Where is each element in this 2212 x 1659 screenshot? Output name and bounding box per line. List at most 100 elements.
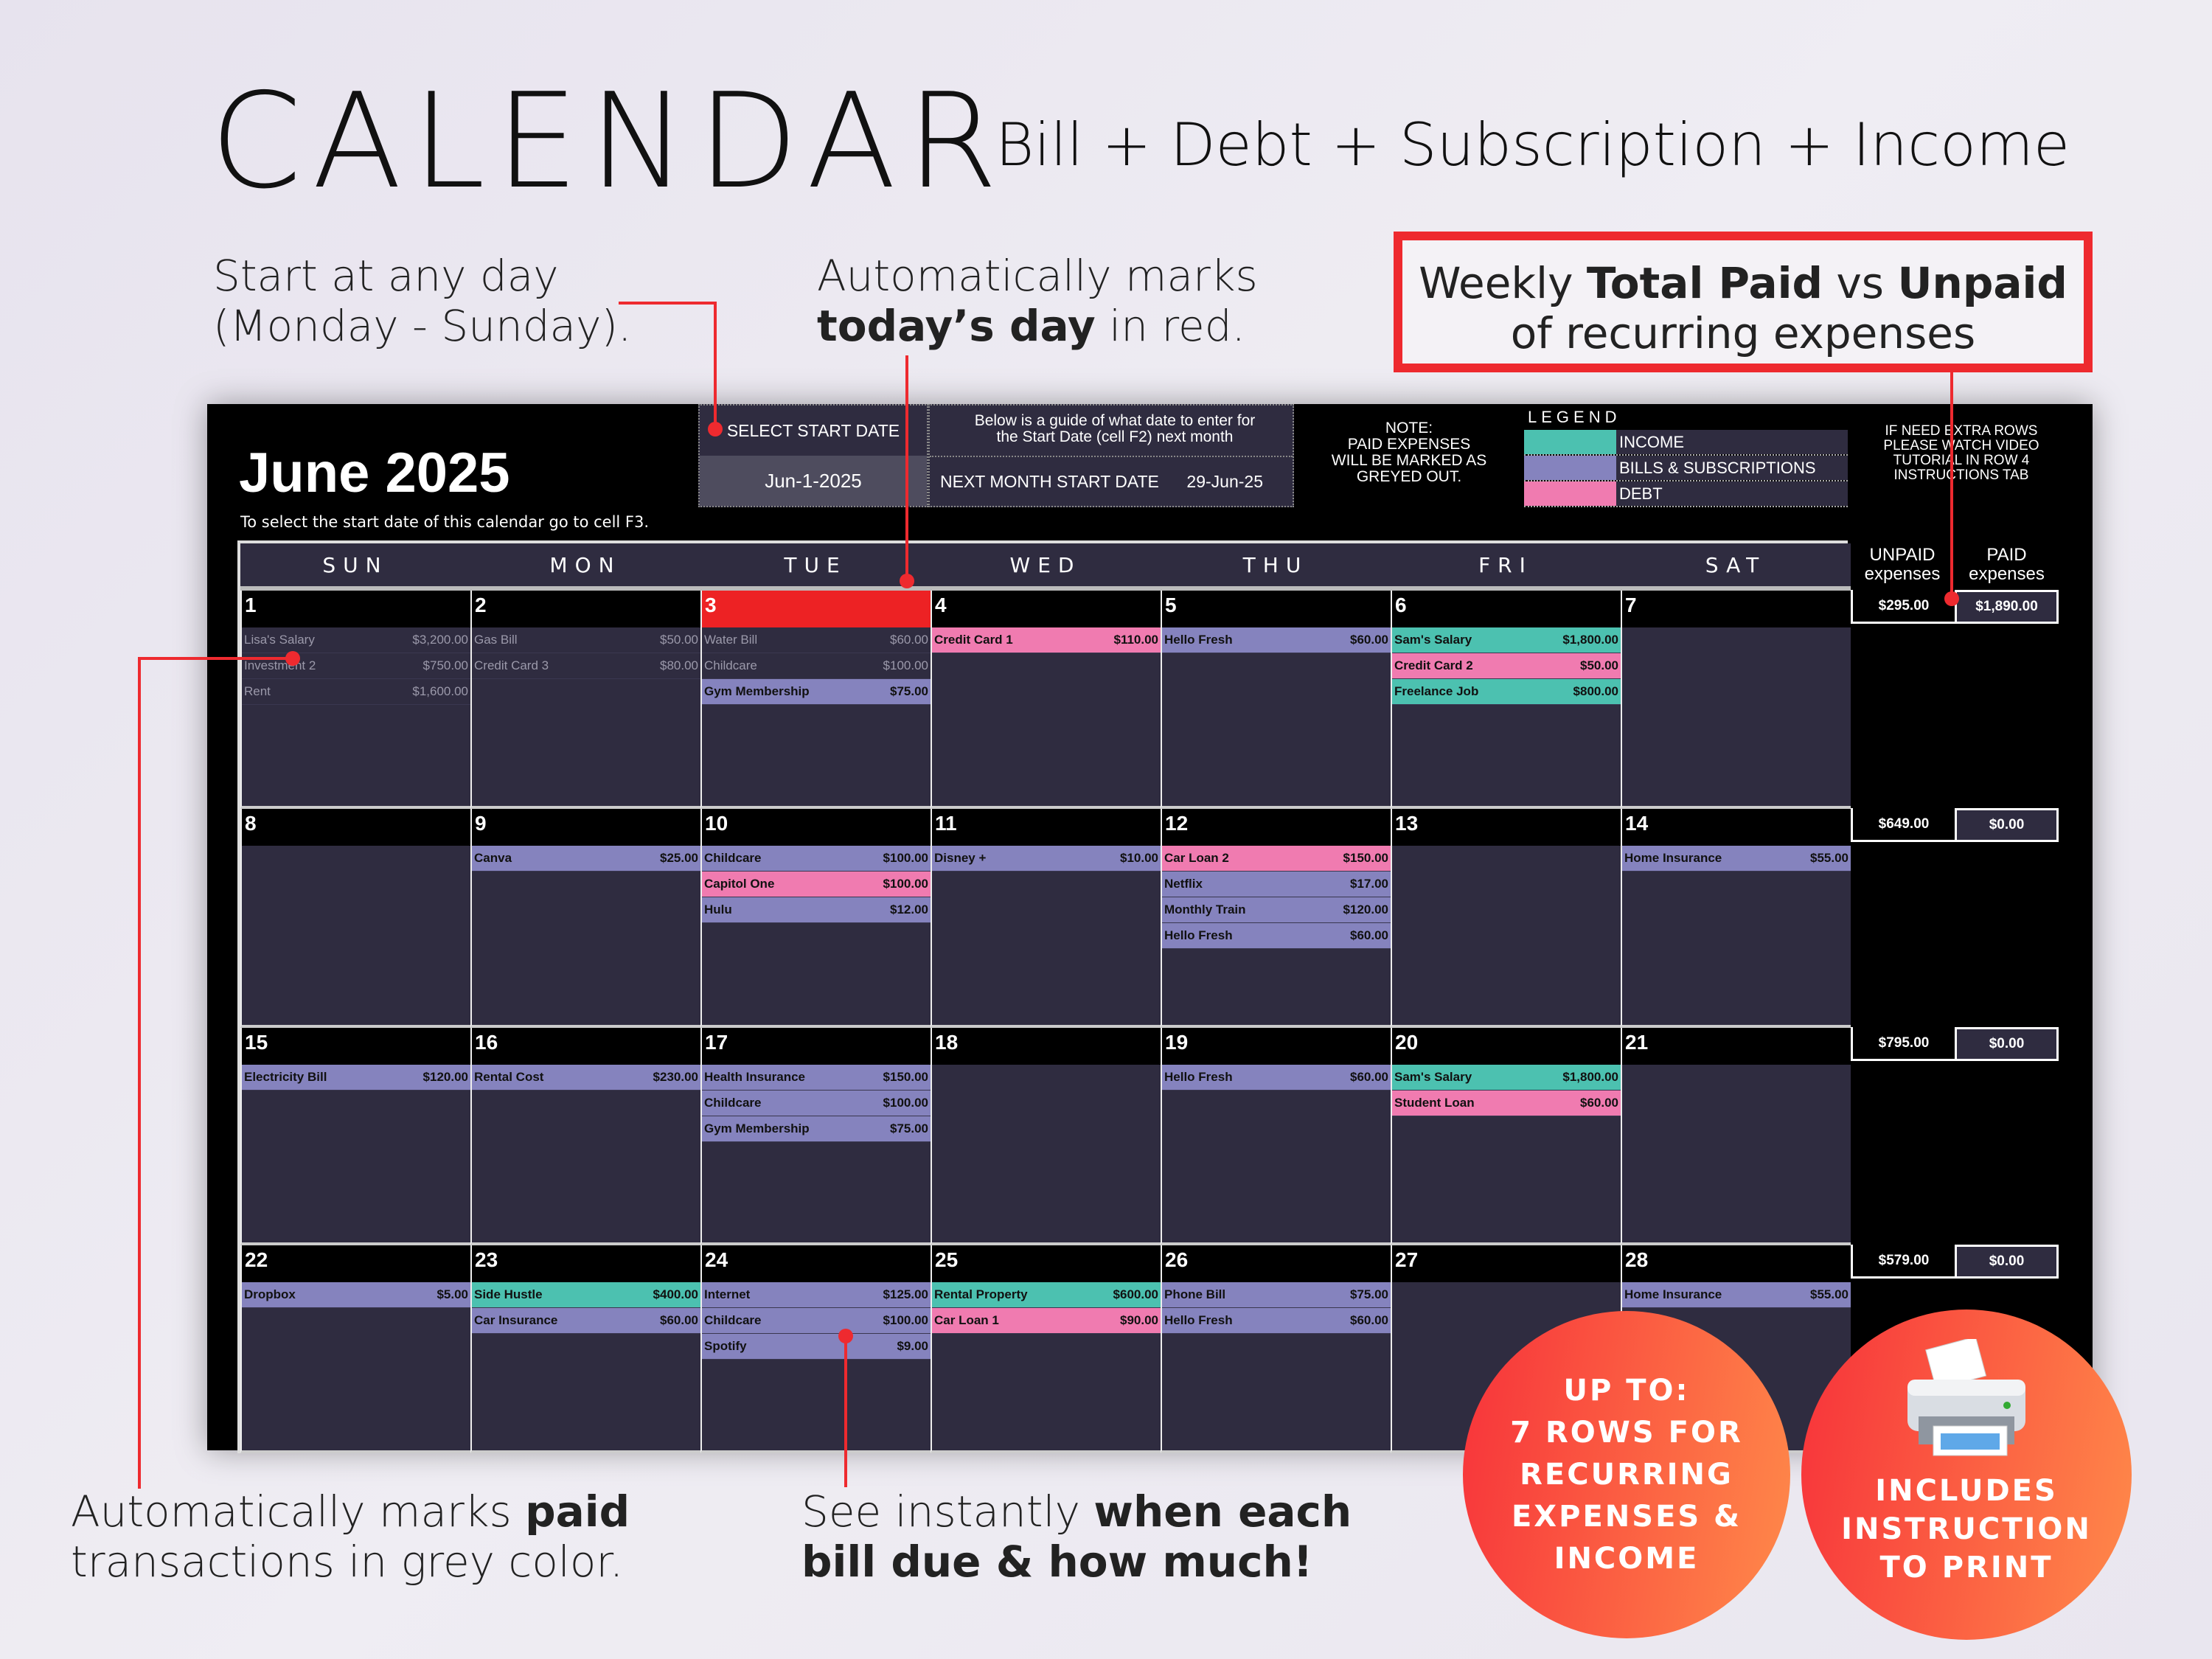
entry-paid[interactable]: Lisa's Salary $3,200.00 bbox=[242, 627, 470, 653]
entry-bill[interactable]: Spotify $9.00 bbox=[702, 1334, 931, 1360]
entry-bill[interactable]: Hulu $12.00 bbox=[702, 897, 931, 923]
entry-bill[interactable]: Netflix $17.00 bbox=[1162, 872, 1391, 897]
entry-debt[interactable]: Car Loan 2 $150.00 bbox=[1162, 846, 1391, 872]
entry-paid[interactable]: Water Bill $60.00 bbox=[702, 627, 931, 653]
day-cell[interactable]: 26 Phone Bill $75.00 Hello Fresh $60.00 bbox=[1161, 1245, 1391, 1453]
day-number: 17 bbox=[702, 1028, 931, 1065]
entry-bill[interactable]: Hello Fresh $60.00 bbox=[1162, 1308, 1391, 1334]
entry-bill[interactable]: Hello Fresh $60.00 bbox=[1162, 627, 1391, 653]
day-cell[interactable]: 22 Dropbox $5.00 bbox=[240, 1245, 470, 1453]
day-cell[interactable]: 3 Water Bill $60.00 Childcare $100.00 Gym Mem… bbox=[700, 591, 931, 809]
entry-debt[interactable]: Credit Card 1 $110.00 bbox=[932, 627, 1161, 653]
entry-bill[interactable]: Childcare $100.00 bbox=[702, 1308, 931, 1334]
entry-debt[interactable]: Capitol One $100.00 bbox=[702, 872, 931, 897]
entry-bill[interactable]: Dropbox $5.00 bbox=[242, 1282, 470, 1308]
entry-debt[interactable]: Credit Card 2 $50.00 bbox=[1392, 653, 1621, 679]
entry-amount: $150.00 bbox=[1343, 851, 1388, 865]
day-cell[interactable]: 5 Hello Fresh $60.00 bbox=[1161, 591, 1391, 809]
day-cell[interactable]: 8 bbox=[240, 809, 470, 1028]
entry-paid[interactable]: Gas Bill $50.00 bbox=[472, 627, 700, 653]
connector-line bbox=[138, 657, 293, 660]
entry-bill[interactable]: Gym Membership $75.00 bbox=[702, 1116, 931, 1142]
note-line: NOTE: bbox=[1385, 420, 1433, 437]
paid-header: PAID expenses bbox=[1955, 546, 2059, 584]
entry-amount: $100.00 bbox=[883, 1096, 928, 1110]
entry-bill[interactable]: Internet $125.00 bbox=[702, 1282, 931, 1308]
day-cell[interactable]: 11 Disney + $10.00 bbox=[931, 809, 1161, 1028]
day-number: 18 bbox=[932, 1028, 1161, 1065]
day-cell[interactable]: 17 Health Insurance $150.00 Childcare $100.0… bbox=[700, 1028, 931, 1245]
entry-name: Dropbox bbox=[244, 1287, 296, 1301]
annotation-text: Automatically marks bbox=[71, 1486, 526, 1537]
entry-bill[interactable]: Phone Bill $75.00 bbox=[1162, 1282, 1391, 1308]
entry-amount: $3,200.00 bbox=[412, 633, 468, 647]
entry-name: Childcare bbox=[704, 1096, 762, 1110]
entry-bill[interactable]: Home Insurance $55.00 bbox=[1622, 846, 1851, 872]
next-month-date: 29-Jun-25 bbox=[1186, 471, 1263, 491]
day-cell[interactable]: 23 Side Hustle $400.00 Car Insurance $60.00 bbox=[470, 1245, 700, 1453]
legend-title: LEGEND bbox=[1528, 408, 1621, 426]
weekly-unpaid-total: $649.00 bbox=[1851, 808, 1955, 842]
entry-bill[interactable]: Disney + $10.00 bbox=[932, 846, 1161, 872]
weekly-paid-total: $0.00 bbox=[1955, 1027, 2059, 1061]
day-cell[interactable]: 20 Sam's Salary $1,800.00 Student Loan $60.0… bbox=[1391, 1028, 1621, 1245]
entry-debt[interactable]: Car Loan 1 $90.00 bbox=[932, 1308, 1161, 1334]
entry-income[interactable]: Freelance Job $800.00 bbox=[1392, 679, 1621, 705]
entry-income[interactable]: Side Hustle $400.00 bbox=[472, 1282, 700, 1308]
day-cell[interactable]: 13 bbox=[1391, 809, 1621, 1028]
entry-bill[interactable]: Electricity Bill $120.00 bbox=[242, 1065, 470, 1091]
day-cell[interactable]: 4 Credit Card 1 $110.00 bbox=[931, 591, 1161, 809]
day-cell[interactable]: 25 Rental Property $600.00 Car Loan 1 $90.00 bbox=[931, 1245, 1161, 1453]
entry-bill[interactable]: Hello Fresh $60.00 bbox=[1162, 1065, 1391, 1091]
next-month-guide: Below is a guide of what date to enter f… bbox=[928, 404, 1294, 507]
entry-bill[interactable]: Health Insurance $150.00 bbox=[702, 1065, 931, 1091]
day-cell[interactable]: 6 Sam's Salary $1,800.00 Credit Card 2 $50.0… bbox=[1391, 591, 1621, 809]
entry-bill[interactable]: Childcare $100.00 bbox=[702, 846, 931, 872]
entry-income[interactable]: Sam's Salary $1,800.00 bbox=[1392, 627, 1621, 653]
connector-line bbox=[138, 657, 141, 1489]
day-cell[interactable]: 16 Rental Cost $230.00 bbox=[470, 1028, 700, 1245]
annotation-bold: paid bbox=[525, 1486, 630, 1537]
entry-amount: $25.00 bbox=[660, 851, 698, 865]
day-cell[interactable]: 12 Car Loan 2 $150.00 Netflix $17.00 Monthly … bbox=[1161, 809, 1391, 1028]
day-number: 1 bbox=[242, 591, 470, 627]
day-cell[interactable]: 10 Childcare $100.00 Capitol One $100.00 Hulu… bbox=[700, 809, 931, 1028]
entry-income[interactable]: Rental Property $600.00 bbox=[932, 1282, 1161, 1308]
day-cell[interactable]: 18 bbox=[931, 1028, 1161, 1245]
day-cell[interactable]: 9 Canva $25.00 bbox=[470, 809, 700, 1028]
day-cell[interactable]: 7 bbox=[1621, 591, 1851, 809]
day-cell[interactable]: 19 Hello Fresh $60.00 bbox=[1161, 1028, 1391, 1245]
entry-amount: $100.00 bbox=[883, 658, 928, 672]
entry-bill[interactable]: Car Insurance $60.00 bbox=[472, 1308, 700, 1334]
entry-debt[interactable]: Student Loan $60.00 bbox=[1392, 1091, 1621, 1116]
start-date-input[interactable]: Jun-1-2025 bbox=[700, 456, 927, 506]
entry-income[interactable]: Sam's Salary $1,800.00 bbox=[1392, 1065, 1621, 1091]
day-number: 5 bbox=[1162, 591, 1391, 627]
connector-line bbox=[1950, 372, 1953, 599]
entry-amount: $750.00 bbox=[422, 658, 468, 672]
entry-bill[interactable]: Gym Membership $75.00 bbox=[702, 679, 931, 705]
day-cell[interactable]: 2 Gas Bill $50.00 Credit Card 3 $80.00 bbox=[470, 591, 700, 809]
entry-bill[interactable]: Monthly Train $120.00 bbox=[1162, 897, 1391, 923]
start-date-box: SELECT START DATE Jun-1-2025 bbox=[698, 404, 928, 507]
note-line: TUTORIAL IN ROW 4 bbox=[1893, 453, 2030, 468]
day-cell[interactable]: 1 Lisa's Salary $3,200.00 Investment 2 $750.… bbox=[240, 591, 470, 809]
entry-paid[interactable]: Rent $1,600.00 bbox=[242, 679, 470, 705]
day-cell[interactable]: 24 Internet $125.00 Childcare $100.00 Spotify… bbox=[700, 1245, 931, 1453]
day-cell[interactable]: 15 Electricity Bill $120.00 bbox=[240, 1028, 470, 1245]
entry-bill[interactable]: Rental Cost $230.00 bbox=[472, 1065, 700, 1091]
entry-amount: $60.00 bbox=[1350, 1070, 1388, 1084]
entry-bill[interactable]: Hello Fresh $60.00 bbox=[1162, 923, 1391, 949]
day-cell[interactable]: 14 Home Insurance $55.00 bbox=[1621, 809, 1851, 1028]
entry-bill[interactable]: Canva $25.00 bbox=[472, 846, 700, 872]
entry-bill[interactable]: Childcare $100.00 bbox=[702, 1091, 931, 1116]
annotation-line: Start at any day bbox=[213, 251, 559, 301]
day-cell[interactable]: 21 bbox=[1621, 1028, 1851, 1245]
weekly-paid-total: $1,890.00 bbox=[1955, 590, 2059, 624]
entry-paid[interactable]: Credit Card 3 $80.00 bbox=[472, 653, 700, 679]
badge-line: INCLUDES bbox=[1875, 1474, 2058, 1508]
entry-paid[interactable]: Childcare $100.00 bbox=[702, 653, 931, 679]
connector-line bbox=[619, 302, 717, 305]
entry-amount: $1,600.00 bbox=[412, 684, 468, 698]
entry-bill[interactable]: Home Insurance $55.00 bbox=[1622, 1282, 1851, 1308]
